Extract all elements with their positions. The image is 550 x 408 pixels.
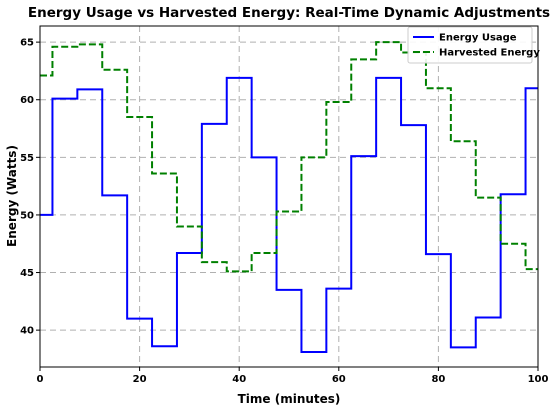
series-layer — [40, 41, 538, 354]
plot-area — [39, 25, 539, 368]
legend-box — [407, 26, 533, 64]
legend-label-harvested-energy: Harvested Energy — [439, 48, 540, 59]
x-tick-label: 100 — [528, 374, 549, 385]
chart-title: Energy Usage vs Harvested Energy: Real-T… — [28, 5, 550, 21]
x-tick-label: 80 — [431, 374, 445, 385]
x-tick-label: 20 — [133, 374, 147, 385]
y-tick-label: 40 — [20, 326, 34, 337]
y-axis-label: Energy (Watts) — [5, 145, 19, 247]
y-tick-label: 55 — [20, 153, 34, 164]
x-axis-label: Time (minutes) — [238, 392, 341, 406]
x-tick-label: 60 — [332, 374, 346, 385]
y-tick-label: 60 — [20, 95, 34, 106]
grid — [40, 26, 538, 367]
y-tick-label: 45 — [20, 268, 34, 279]
y-tick-label: 65 — [20, 38, 34, 49]
legend: Energy Usage Harvested Energy — [407, 26, 540, 64]
series-line-harvested-energy — [40, 41, 538, 273]
legend-label-energy-usage: Energy Usage — [439, 33, 517, 44]
axis-ticks: 0 20 40 60 80 100 40 45 50 55 60 65 — [20, 38, 548, 385]
x-tick-label: 40 — [232, 374, 246, 385]
x-tick-label: 0 — [37, 374, 44, 385]
y-tick-label: 50 — [20, 210, 34, 221]
series-line-energy-usage — [40, 76, 538, 354]
